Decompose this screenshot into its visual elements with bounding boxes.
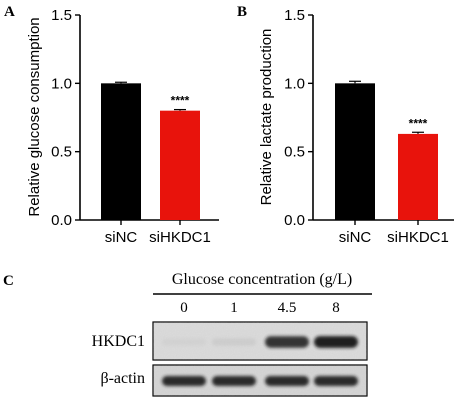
chart-b-bar-sihkdc1: [398, 133, 438, 220]
panel-letter-c: C: [3, 273, 14, 289]
chart-a-significance-label: ****: [171, 94, 190, 108]
blot-row-label-hkdc1: HKDC1: [92, 333, 145, 350]
blot-band-beta-actin-lane-0: [162, 376, 206, 386]
chart-b-ytick-label: 1.0: [284, 75, 305, 92]
chart-a-ytick-label: 0.5: [51, 144, 72, 161]
chart-a: Relative glucose consumption 0.0 0.5 1.0 1.…: [26, 7, 219, 246]
chart-b: Relative lactate production 0.0 0.5 1.0 1.5…: [258, 7, 454, 246]
chart-a-xtick-label: siNC: [105, 229, 138, 246]
blot-lane-label-1: 1: [230, 300, 238, 316]
blot-lane-label-3: 8: [332, 300, 340, 316]
chart-a-ytick-label: 1.0: [51, 75, 72, 92]
panel-letter-a: A: [4, 4, 15, 20]
chart-b-ylabel: Relative lactate production: [258, 29, 275, 206]
chart-b-xtick-label: siNC: [339, 229, 372, 246]
chart-b-xtick-label: siHKDC1: [387, 229, 449, 246]
chart-b-ytick-label: 1.5: [284, 7, 305, 24]
blot-header: Glucose concentration (g/L): [172, 271, 352, 288]
chart-a-bar-sinc: [101, 83, 141, 220]
chart-a-bar-sihkdc1: [160, 110, 200, 220]
blot-band-hkdc1-lane-1: [212, 338, 256, 346]
blot-row-label-beta-actin: β-actin: [100, 370, 145, 387]
blot-lane-label-2: 4.5: [278, 300, 297, 316]
blot-band-beta-actin-lane-3: [314, 376, 358, 386]
western-blot: Glucose concentration (g/L) 0 1 4.5 8 HK…: [92, 271, 372, 397]
blot-band-beta-actin-lane-2: [265, 376, 309, 386]
chart-a-ylabel: Relative glucose consumption: [26, 17, 43, 216]
chart-a-ytick-label: 1.5: [51, 7, 72, 24]
panel-letter-b: B: [237, 4, 247, 20]
blot-bands: [162, 336, 358, 386]
chart-a-xtick-label: siHKDC1: [149, 229, 211, 246]
blot-band-hkdc1-lane-3: [314, 336, 358, 348]
chart-b-bar-sinc: [335, 83, 375, 220]
blot-band-hkdc1-lane-2: [265, 336, 309, 348]
blot-lane-label-0: 0: [180, 300, 188, 316]
chart-b-significance-label: ****: [409, 116, 428, 130]
chart-a-ytick-label: 0.0: [51, 212, 72, 229]
chart-b-ytick-label: 0.0: [284, 212, 305, 229]
chart-b-ytick-label: 0.5: [284, 144, 305, 161]
blot-band-beta-actin-lane-1: [212, 376, 256, 386]
blot-band-hkdc1-lane-0: [162, 338, 206, 346]
